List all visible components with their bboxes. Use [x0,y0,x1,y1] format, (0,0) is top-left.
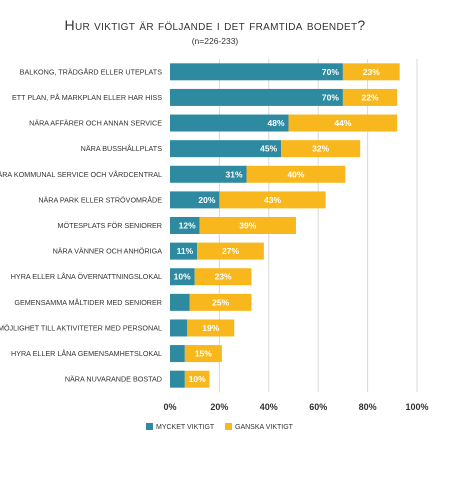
data-label: 40% [287,169,304,179]
bar-ganska-viktigt [184,345,222,363]
bar-mycket-viktigt [170,140,282,158]
x-tick-label: 20% [210,402,228,412]
bar-ganska-viktigt [219,191,326,209]
category-label: Nära kommunal service och vårdcentral [0,170,162,179]
bar-ganska-viktigt [187,319,235,337]
bar-mycket-viktigt [170,191,220,209]
data-label: 45% [260,144,277,154]
legend-label: Mycket viktigt [156,424,215,431]
data-label: 23% [215,272,232,282]
category-label: Nära vänner och anhöriga [53,247,163,256]
data-label: 32% [312,144,329,154]
legend-swatch-mycket-viktigt [146,423,153,430]
data-label: 12% [179,221,196,231]
bar-mycket-viktigt [170,242,198,260]
category-label: Nära busshållplats [81,144,163,153]
category-label: Gemensamma måltider med seniorer [14,298,162,307]
bar-mycket-viktigt [170,319,188,337]
category-label: Nära nuvarande bostad [65,375,162,384]
x-tick-label: 40% [260,402,278,412]
legend-label: Ganska viktigt [235,424,294,431]
bar-ganska-viktigt [342,63,400,81]
bars: 70% 23% 70% 22% 48% 44% 45% 32% 31% 40% 20% 43% 12% 3… [170,63,400,388]
bar-mycket-viktigt [170,114,289,132]
bar-ganska-viktigt [197,242,264,260]
bar-mycket-viktigt [170,370,185,388]
bar-ganska-viktigt [246,165,346,183]
chart-subtitle: (n=226-233) [192,36,239,46]
data-label: 15% [195,349,212,359]
bar-mycket-viktigt [170,165,247,183]
bar-ganska-viktigt [281,140,361,158]
x-tick-label: 60% [309,402,327,412]
chart-title: Hur viktigt är följande i det framtida b… [65,17,366,33]
legend-swatch-ganska-viktigt [225,423,232,430]
bar-ganska-viktigt [199,217,296,234]
bar-ganska-viktigt [288,114,398,132]
category-label: Hyra eller låna övernattningslokal [11,272,162,281]
x-tick-label: 80% [359,402,377,412]
bar-mycket-viktigt [170,345,185,363]
category-labels: Balkong, trädgård eller uteplats Ett plan… [0,67,162,383]
category-label: Möjlighet till aktiviteter med personal [0,323,162,332]
bar-mycket-viktigt [170,63,343,81]
category-label: Mötesplats för seniorer [58,221,163,230]
data-label: 22% [362,92,379,102]
data-label: 70% [322,92,339,102]
data-label: 19% [202,323,219,333]
bar-ganska-viktigt [189,293,252,311]
data-label: 31% [226,169,243,179]
data-label: 20% [198,195,215,205]
grid-lines [218,59,418,392]
x-axis-ticks: 0% 20% 40% 60% 80% 100% [163,402,428,412]
category-label: Balkong, trädgård eller uteplats [20,67,163,76]
data-label: 44% [334,118,351,128]
bar-mycket-viktigt [170,88,343,106]
bar-ganska-viktigt [184,370,210,388]
category-label: Hyra eller låna gemensamhetslokal [11,349,162,358]
bar-mycket-viktigt [170,268,195,286]
data-label: 11% [177,246,194,256]
data-label: 10% [189,374,206,384]
bar-ganska-viktigt [194,268,252,286]
data-label: 39% [239,221,256,231]
bar-ganska-viktigt [342,88,398,106]
data-label: 70% [322,67,339,77]
category-label: Nära park eller strövområde [38,195,162,204]
legend: Mycket viktigt Ganska viktigt [146,423,294,431]
category-label: Ett plan, på markplan eller har hiss [12,93,162,102]
data-label: 48% [268,118,285,128]
bar-mycket-viktigt [170,293,190,311]
x-tick-label: 0% [163,402,176,412]
data-label: 23% [363,67,380,77]
data-label: 25% [212,297,229,307]
data-label: 10% [174,272,191,282]
data-label: 27% [222,246,239,256]
x-tick-label: 100% [405,402,428,412]
bar-mycket-viktigt [170,217,200,234]
category-label: Nära affärer och annan service [29,119,162,128]
data-label: 43% [264,195,281,205]
